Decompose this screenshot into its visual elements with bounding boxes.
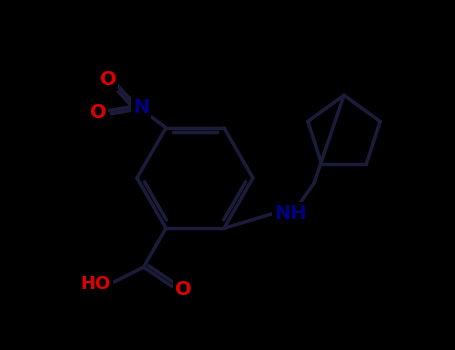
- Text: O: O: [175, 280, 192, 299]
- Text: NH: NH: [274, 204, 306, 223]
- Text: N: N: [133, 98, 149, 117]
- Text: O: O: [90, 103, 106, 122]
- Text: O: O: [100, 70, 116, 89]
- Text: HO: HO: [81, 275, 111, 293]
